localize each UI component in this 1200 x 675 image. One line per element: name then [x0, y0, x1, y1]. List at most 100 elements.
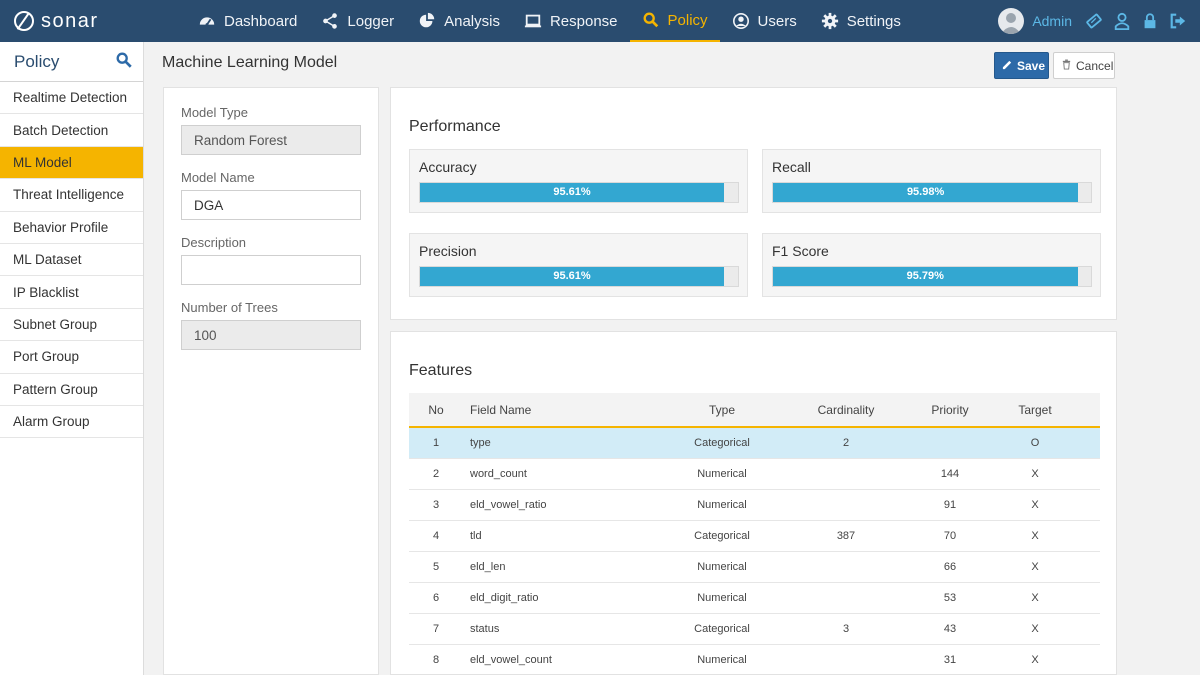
column-header-cardinality[interactable]: Cardinality: [817, 402, 875, 417]
table-row[interactable]: 8 eld_vowel_count Numerical 31 X: [409, 645, 1100, 675]
sidebar-item-subnet-group[interactable]: Subnet Group: [0, 309, 143, 342]
cell-target: O: [1030, 437, 1040, 449]
search-icon: [642, 11, 660, 29]
table-row[interactable]: 4 tld Categorical 387 70 X: [409, 521, 1100, 552]
table-row[interactable]: 3 eld_vowel_ratio Numerical 91 X: [409, 490, 1100, 521]
logout-icon[interactable]: [1168, 11, 1188, 31]
table-row[interactable]: 2 word_count Numerical 144 X: [409, 459, 1100, 490]
column-header-type[interactable]: Type: [708, 402, 735, 417]
dashboard-icon: [198, 12, 216, 30]
cancel-label: Cancel: [1076, 58, 1114, 73]
model-type-label: Model Type: [181, 105, 248, 120]
number-of-trees-label: Number of Trees: [181, 300, 278, 315]
cell-no: 7: [432, 623, 440, 635]
cell-type: Numerical: [697, 592, 747, 604]
cell-priority: 144: [940, 468, 960, 480]
number-of-trees-field: 100: [181, 320, 361, 350]
cell-no: 5: [432, 561, 440, 573]
nav-dashboard[interactable]: Dashboard: [186, 0, 309, 42]
features-panel: Features No Field Name Type Cardinality …: [390, 331, 1117, 675]
table-row[interactable]: 5 eld_len Numerical 66 X: [409, 552, 1100, 583]
nav-policy[interactable]: Policy: [629, 0, 720, 42]
sidebar-header: Policy: [0, 42, 143, 82]
features-title: Features: [409, 362, 473, 379]
description-field[interactable]: [181, 255, 361, 285]
cell-target: X: [1031, 468, 1039, 480]
nav-response[interactable]: Response: [512, 0, 630, 42]
table-row[interactable]: 7 status Categorical 3 43 X: [409, 614, 1100, 645]
top-nav-bar: sonar Dashboard Logger Analysis Response: [0, 0, 1200, 42]
progress-fill: [773, 183, 1079, 202]
progress-fill: [420, 267, 725, 286]
sidebar-item-behavior-profile[interactable]: Behavior Profile: [0, 212, 143, 244]
lock-icon[interactable]: [1140, 11, 1160, 31]
table-row[interactable]: 6 eld_digit_ratio Numerical 53 X: [409, 583, 1100, 614]
cell-target: X: [1031, 592, 1039, 604]
save-label: Save: [1017, 58, 1046, 73]
model-name-field[interactable]: DGA: [181, 190, 361, 220]
sidebar-item-threat-intelligence[interactable]: Threat Intelligence: [0, 179, 143, 212]
cell-field-name: type: [470, 437, 491, 449]
cell-target: X: [1031, 654, 1039, 666]
trash-icon: [1061, 59, 1072, 73]
cell-priority: 53: [943, 592, 957, 604]
nav-label: Settings: [846, 12, 901, 30]
column-header-target[interactable]: Target: [1018, 402, 1052, 417]
progress-text: 95.98%: [906, 186, 945, 198]
user-tools: Admin: [998, 0, 1188, 42]
description-label: Description: [181, 235, 247, 250]
license-icon[interactable]: [1084, 11, 1104, 31]
progress-bar: 95.61%: [419, 182, 739, 203]
cell-field-name: eld_digit_ratio: [470, 592, 539, 604]
save-button[interactable]: Save: [994, 52, 1049, 79]
cell-target: X: [1031, 561, 1039, 573]
sidebar: Policy Realtime Detection Batch Detectio…: [0, 42, 144, 675]
main-nav: Dashboard Logger Analysis Response Polic…: [186, 0, 913, 42]
nav-label: Dashboard: [224, 12, 298, 30]
nav-label: Analysis: [444, 12, 500, 30]
metric-name: Accuracy: [419, 159, 477, 175]
cell-type: Numerical: [697, 561, 747, 573]
cell-target: X: [1031, 499, 1039, 511]
brand-logo[interactable]: sonar: [14, 0, 99, 42]
pie-chart-icon: [418, 12, 436, 30]
metric-recall: Recall 95.98%: [762, 149, 1101, 213]
search-icon[interactable]: [115, 51, 133, 72]
column-header-priority[interactable]: Priority: [931, 402, 969, 417]
sidebar-item-port-group[interactable]: Port Group: [0, 341, 143, 374]
user-name[interactable]: Admin: [1032, 13, 1072, 29]
cell-priority: 43: [943, 623, 957, 635]
column-header-no[interactable]: No: [428, 402, 444, 417]
sidebar-item-realtime-detection[interactable]: Realtime Detection: [0, 82, 143, 115]
page-title: Machine Learning Model: [162, 54, 338, 71]
nav-analysis[interactable]: Analysis: [406, 0, 512, 42]
cell-no: 3: [432, 499, 440, 511]
table-row[interactable]: 1 type Categorical 2 O: [409, 428, 1100, 459]
brand-name: sonar: [41, 9, 99, 32]
cell-type: Categorical: [694, 437, 750, 449]
cell-field-name: word_count: [470, 468, 527, 480]
table-body: 1 type Categorical 2 O 2 word_count Numerical 14…: [409, 428, 1100, 675]
cell-type: Categorical: [694, 623, 750, 635]
sidebar-item-ml-dataset[interactable]: ML Dataset: [0, 244, 143, 277]
avatar[interactable]: [998, 8, 1025, 34]
column-header-field-name[interactable]: Field Name: [470, 402, 532, 417]
nav-settings[interactable]: Settings: [809, 0, 913, 42]
cell-cardinality: 3: [842, 623, 850, 635]
sidebar-item-batch-detection[interactable]: Batch Detection: [0, 114, 143, 147]
nav-logger[interactable]: Logger: [309, 0, 406, 42]
cancel-button[interactable]: Cancel: [1053, 52, 1115, 79]
nav-users[interactable]: Users: [720, 0, 809, 42]
sidebar-item-ip-blacklist[interactable]: IP Blacklist: [0, 276, 143, 309]
sidebar-item-pattern-group[interactable]: Pattern Group: [0, 374, 143, 406]
user-outline-icon[interactable]: [1112, 11, 1132, 31]
progress-fill: [773, 267, 1078, 286]
model-type-field: Random Forest: [181, 125, 361, 155]
sidebar-title: Policy: [14, 51, 60, 71]
model-name-label: Model Name: [181, 170, 255, 185]
sidebar-item-alarm-group[interactable]: Alarm Group: [0, 406, 143, 439]
cell-type: Numerical: [697, 654, 747, 666]
sonar-logo-icon: [14, 11, 34, 31]
user-circle-icon: [732, 12, 750, 30]
sidebar-item-ml-model[interactable]: ML Model: [0, 146, 143, 180]
